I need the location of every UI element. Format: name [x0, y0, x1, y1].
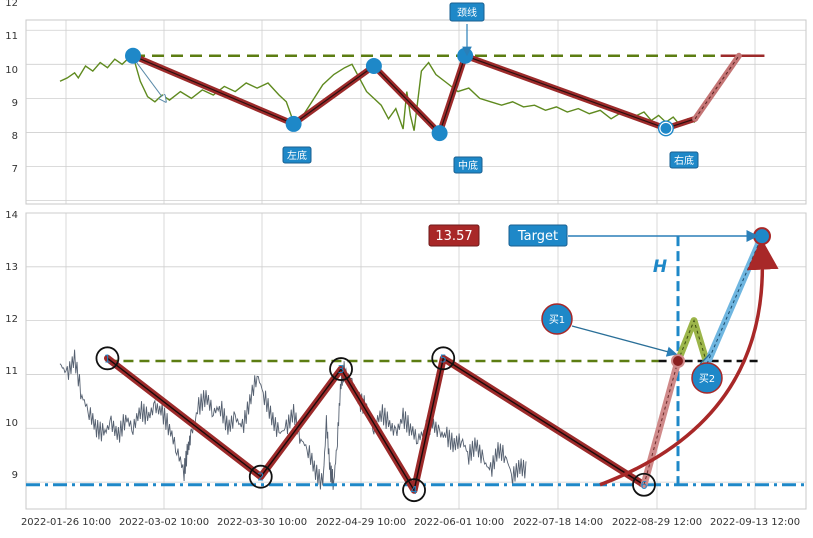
- bottom-y-axis: 9 10 11 12 13 14: [5, 210, 18, 481]
- target-price-box: [428, 224, 480, 247]
- x-tick: 2022-03-02 10:00: [119, 517, 209, 528]
- pattern-node-ring: [659, 121, 673, 135]
- buy2-pointer: [699, 353, 711, 365]
- retest-leg-core: [677, 319, 708, 364]
- price-line: [59, 349, 527, 490]
- breakout-marker: [671, 354, 685, 368]
- left-bottom-label: 左底: [287, 149, 307, 162]
- buy1-arrow: [571, 325, 678, 357]
- bottom-y-tick: 10: [5, 418, 18, 429]
- right-bottom-label: 右底: [674, 154, 694, 167]
- pattern-node-label: 2: [257, 471, 264, 484]
- price-line: [59, 54, 696, 131]
- top-y-tick: 10: [5, 65, 18, 76]
- buy1-label: 买1: [549, 314, 565, 326]
- pattern-node-label: 4: [411, 484, 418, 497]
- top-y-axis: 7 8 9 10 11 12: [5, 0, 18, 175]
- bottom-annotations: 13.57 Target H 买1 买2: [428, 224, 759, 394]
- x-tick: 2022-07-18 14:00: [513, 517, 603, 528]
- top-y-tick: 9: [12, 98, 18, 109]
- pattern-node: [431, 346, 456, 371]
- target-price-label: 13.57: [435, 229, 472, 244]
- neckline-label-box: [449, 2, 485, 22]
- x-axis: 2022-01-26 10:00 2022-03-02 10:00 2022-0…: [21, 517, 800, 528]
- pattern-node: [125, 47, 141, 64]
- top-y-tick: 12: [5, 0, 18, 9]
- buy2-badge: [691, 362, 723, 394]
- target-curve-arrow: [599, 238, 779, 487]
- bottom-y-tick: 11: [5, 366, 18, 377]
- pattern-node-label: 1: [104, 352, 111, 365]
- pattern-node: [95, 346, 120, 371]
- x-tick: 2022-09-13 12:00: [710, 517, 800, 528]
- pattern-node: [457, 47, 474, 64]
- pattern-core: [107, 357, 645, 493]
- bottom-y-tick: 14: [5, 210, 18, 221]
- x-tick: 2022-01-26 10:00: [21, 517, 111, 528]
- bottom-y-tick: 12: [5, 314, 18, 325]
- x-tick: 2022-06-01 10:00: [414, 517, 504, 528]
- top-y-tick: 8: [12, 131, 18, 142]
- bottom-y-tick: 9: [12, 470, 18, 481]
- right-bottom-label-box: [669, 151, 699, 169]
- top-y-tick: 7: [12, 164, 18, 175]
- top-plot: [59, 47, 765, 142]
- top-y-tick: 11: [5, 31, 18, 42]
- middle-bottom-label: 中底: [458, 159, 478, 172]
- bottom-y-tick: 13: [5, 262, 18, 273]
- left-bottom-label-box: [282, 146, 312, 164]
- pattern-node: [285, 115, 302, 132]
- pattern-node-label: 5: [440, 352, 447, 365]
- projection-core: [694, 55, 740, 120]
- bottom-plot: 1 2 3 4 5 6: [26, 227, 806, 503]
- pattern-node: [329, 357, 353, 381]
- middle-bottom-label-box: [453, 156, 483, 174]
- height-label: H: [653, 257, 667, 277]
- pattern-node-label: 3: [338, 363, 345, 376]
- top-annotations: 颈线 左底 中底 右底: [282, 2, 699, 174]
- pattern-node: [365, 58, 382, 74]
- pattern-node: [431, 125, 448, 142]
- target-label: Target: [517, 229, 558, 244]
- x-tick: 2022-03-30 10:00: [217, 517, 307, 528]
- pattern-node: [632, 472, 656, 497]
- target-label-box: [508, 224, 568, 247]
- hint-arrow: [136, 62, 166, 102]
- x-tick: 2022-04-29 10:00: [316, 517, 406, 528]
- buy1-badge: [541, 303, 573, 335]
- x-tick: 2022-08-29 12:00: [612, 517, 702, 528]
- neckline-label: 颈线: [457, 6, 477, 19]
- breakout-leg: [640, 357, 682, 489]
- buy2-label: 买2: [699, 373, 715, 385]
- pattern-node: [402, 478, 426, 503]
- pattern-node: [248, 464, 273, 489]
- pattern-node-label: 6: [641, 479, 648, 492]
